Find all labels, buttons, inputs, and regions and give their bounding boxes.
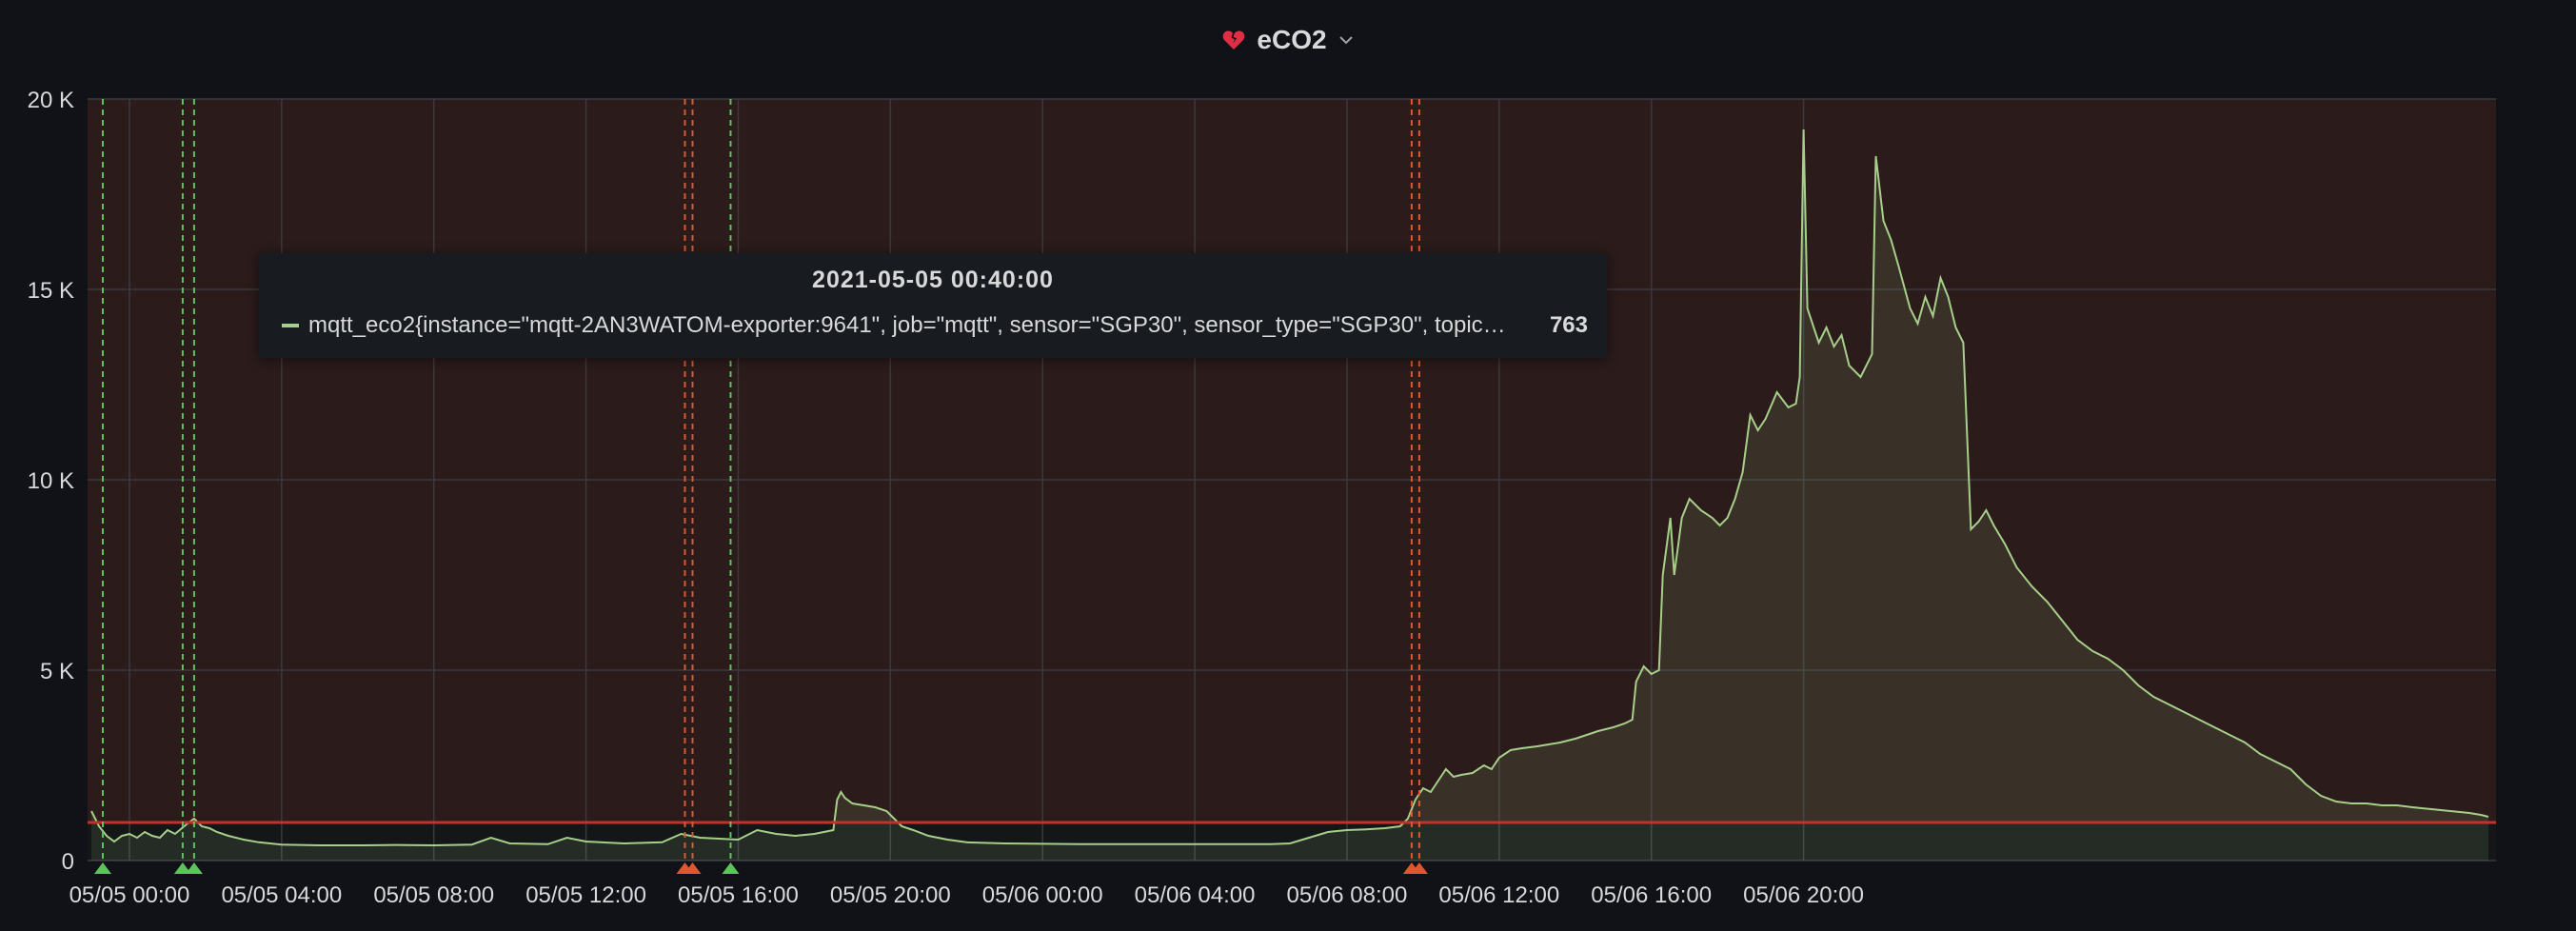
x-tick-label: 05/05 12:00: [525, 882, 646, 908]
x-tick-label: 05/05 20:00: [830, 882, 951, 908]
x-tick-label: 05/06 20:00: [1743, 882, 1864, 908]
x-tick-label: 05/05 16:00: [678, 882, 799, 908]
tooltip-time: 2021-05-05 00:40:00: [812, 267, 1054, 293]
chevron-down-icon[interactable]: [1338, 34, 1354, 46]
series-line[interactable]: [90, 129, 2489, 847]
annotation-marker-alerting[interactable]: [1410, 862, 1428, 874]
annotation-marker-alerting[interactable]: [684, 862, 702, 874]
tooltip-series-label: mqtt_eco2{instance="mqtt-2AN3WATOM-expor…: [308, 312, 1516, 338]
y-tick-label: 0: [62, 849, 74, 875]
annotation-marker-ok[interactable]: [93, 862, 111, 874]
ok-region: [88, 822, 2496, 861]
tooltip-value: 763: [1549, 312, 1588, 338]
x-tick-label: 05/06 16:00: [1591, 882, 1712, 908]
alert-region: [88, 99, 2496, 822]
y-tick-label: 10 K: [28, 468, 74, 494]
x-tick-label: 05/05 00:00: [69, 882, 190, 908]
series-area-fill: [91, 129, 2488, 861]
x-tick-label: 05/05 08:00: [373, 882, 494, 908]
annotation-marker-ok[interactable]: [185, 862, 203, 874]
tooltip: 2021-05-05 00:40:00 mqtt_eco2{instance="…: [259, 253, 1607, 358]
x-tick-label: 05/06 12:00: [1438, 882, 1559, 908]
panel-title[interactable]: eCO2: [1257, 25, 1327, 54]
x-tick-label: 05/06 00:00: [982, 882, 1103, 908]
x-tick-label: 05/06 04:00: [1135, 882, 1256, 908]
annotation-marker-ok[interactable]: [173, 862, 191, 874]
y-tick-label: 20 K: [28, 88, 74, 113]
panel-header[interactable]: eCO2: [0, 17, 2576, 63]
x-tick-label: 05/06 08:00: [1287, 882, 1408, 908]
series-color-swatch: [282, 324, 299, 327]
annotation-marker-ok[interactable]: [722, 862, 740, 874]
x-tick-label: 05/05 04:00: [221, 882, 342, 908]
tooltip-series-row: mqtt_eco2{instance="mqtt-2AN3WATOM-expor…: [282, 308, 1588, 343]
broken-heart-icon: [1223, 30, 1245, 50]
y-tick-label: 15 K: [28, 278, 74, 304]
y-tick-label: 5 K: [40, 659, 74, 684]
